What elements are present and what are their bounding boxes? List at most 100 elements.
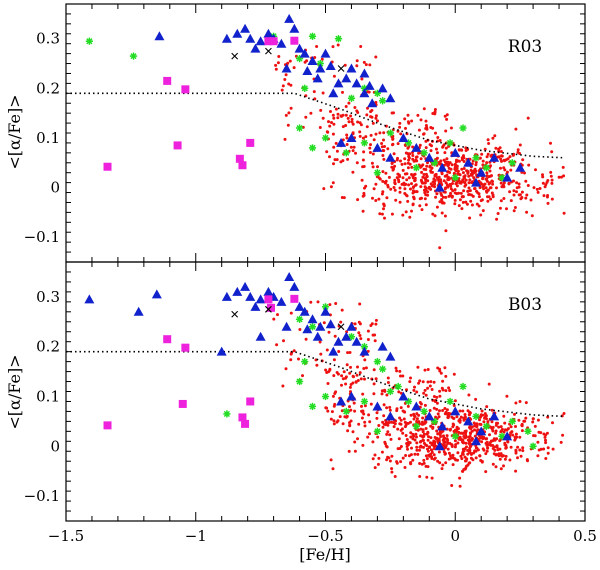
red-dot xyxy=(486,138,490,142)
blue-triangle xyxy=(307,56,318,66)
red-dot xyxy=(480,183,484,186)
red-dot xyxy=(550,150,554,154)
red-dot xyxy=(412,414,416,418)
red-dot xyxy=(443,366,447,370)
red-dot xyxy=(526,184,530,187)
red-dot xyxy=(331,45,335,49)
red-dot xyxy=(362,165,366,168)
red-dot xyxy=(536,190,540,194)
red-dot xyxy=(351,430,355,434)
red-dot xyxy=(303,60,307,64)
blue-triangle xyxy=(333,78,344,88)
green-star xyxy=(394,382,402,391)
red-dot xyxy=(355,161,359,165)
red-dot xyxy=(401,168,405,172)
red-dot xyxy=(411,186,415,189)
red-dot xyxy=(334,141,338,145)
red-dot xyxy=(549,170,553,174)
red-dot xyxy=(386,185,390,189)
red-dot xyxy=(340,383,343,387)
red-dot xyxy=(361,194,365,198)
magenta-square xyxy=(269,37,278,46)
red-dot xyxy=(435,407,439,411)
green-star xyxy=(308,402,317,410)
red-dot xyxy=(459,181,463,185)
red-dot xyxy=(374,100,378,104)
red-dot xyxy=(340,308,344,312)
red-dot xyxy=(449,126,453,130)
red-dot xyxy=(388,433,392,437)
red-dot xyxy=(447,194,451,198)
red-dot xyxy=(366,329,370,333)
red-dot xyxy=(436,366,440,370)
red-dot xyxy=(362,367,366,370)
green-star xyxy=(451,432,459,440)
red-dot xyxy=(390,420,393,424)
red-dot xyxy=(453,202,457,206)
red-dot xyxy=(425,174,429,178)
red-dot xyxy=(412,417,416,421)
red-dot xyxy=(329,417,333,421)
red-dot xyxy=(442,179,446,183)
green-star xyxy=(482,422,490,430)
star-stroke xyxy=(379,365,386,373)
red-dot xyxy=(347,120,351,124)
red-dot xyxy=(409,420,412,424)
red-dot xyxy=(398,186,402,190)
red-dot xyxy=(467,435,471,439)
red-dot xyxy=(348,405,351,409)
red-dot xyxy=(438,246,442,250)
red-dot xyxy=(441,379,445,383)
red-dot xyxy=(509,431,513,435)
red-dot xyxy=(385,393,389,397)
red-dot xyxy=(405,388,408,392)
red-dot xyxy=(453,188,457,192)
green-star xyxy=(360,397,368,406)
green-star xyxy=(472,154,480,162)
red-dot xyxy=(486,420,490,424)
red-dot xyxy=(490,174,493,178)
red-dot xyxy=(466,438,470,442)
red-dot xyxy=(325,406,329,410)
star-stroke xyxy=(309,144,316,151)
red-dot xyxy=(462,176,466,180)
green-star-series xyxy=(85,32,516,182)
red-dot xyxy=(460,207,464,211)
y-axis-label-bottom: <[α/Fe]> xyxy=(5,354,24,429)
red-dot xyxy=(381,190,385,194)
red-dot xyxy=(350,117,354,121)
red-dot xyxy=(395,158,399,162)
red-dot xyxy=(436,412,440,416)
red-dot xyxy=(474,163,478,167)
red-dot xyxy=(332,74,336,78)
red-dot xyxy=(351,132,355,136)
red-dot xyxy=(384,171,388,175)
magenta-square xyxy=(181,85,190,94)
red-dot xyxy=(473,187,477,190)
red-dot xyxy=(461,441,465,445)
red-dot xyxy=(413,176,417,180)
red-dot xyxy=(418,440,422,444)
blue-triangle xyxy=(255,331,266,341)
red-dot xyxy=(431,126,435,130)
red-dot xyxy=(385,196,389,200)
red-dot xyxy=(392,152,396,156)
red-dot xyxy=(382,138,385,142)
red-dot xyxy=(514,432,518,436)
red-dot xyxy=(345,136,349,140)
red-dot xyxy=(518,448,522,452)
red-dot xyxy=(513,435,517,439)
red-dot xyxy=(495,217,499,221)
red-dot xyxy=(430,476,434,480)
red-dot xyxy=(537,448,541,452)
red-dot xyxy=(374,116,378,120)
blue-triangle xyxy=(489,411,500,421)
red-dot xyxy=(332,162,335,166)
green-star xyxy=(412,422,420,430)
cross-stroke xyxy=(337,65,345,72)
red-dot xyxy=(374,132,378,136)
red-dot xyxy=(485,189,488,193)
red-dot xyxy=(433,110,437,114)
blue-triangle xyxy=(336,137,347,147)
red-dot xyxy=(472,176,476,180)
